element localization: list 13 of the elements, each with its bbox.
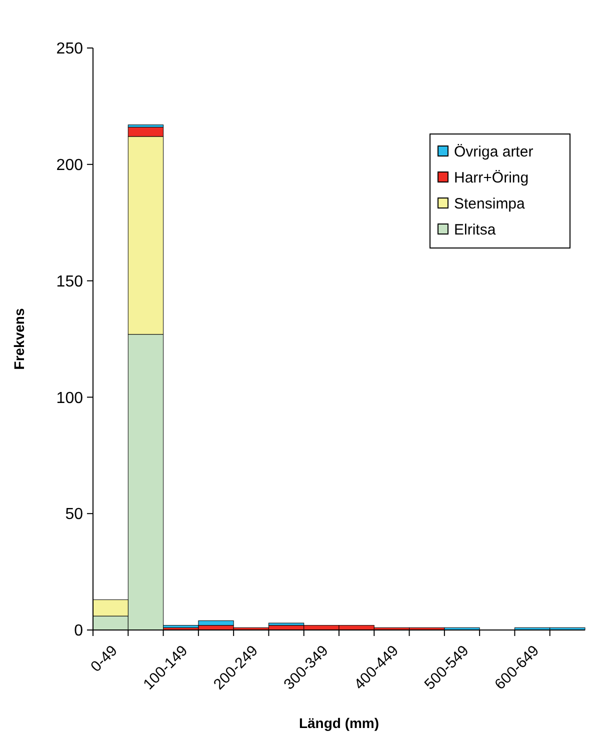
y-tick-label: 0 [74,622,84,640]
legend-label: Elritsa [454,221,496,238]
y-axis-title: Frekvens [11,308,27,370]
legend-label: Övriga arter [454,143,534,160]
legend-label: Harr+Öring [454,169,529,186]
y-tick-label: 200 [56,157,84,174]
y-tick-label: 50 [65,506,84,524]
x-axis-title: Längd (mm) [298,715,380,731]
y-tick-label: 250 [56,40,84,58]
x-tick-label: 0-49 [88,642,121,676]
y-tick-label: 150 [56,273,84,290]
legend-label: Stensimpa [454,195,526,212]
y-tick-label: 100 [56,390,84,407]
